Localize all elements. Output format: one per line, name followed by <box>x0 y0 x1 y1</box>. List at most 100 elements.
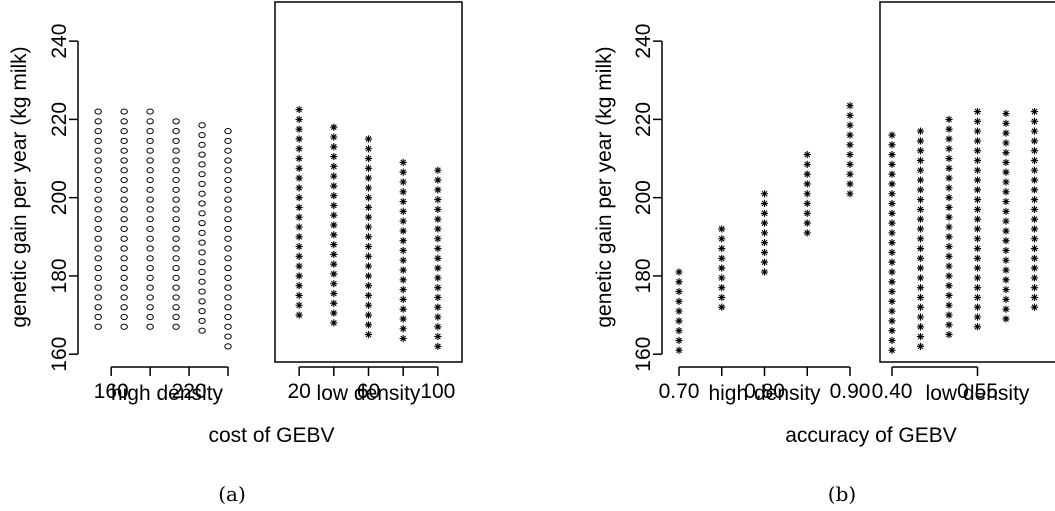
data-point <box>945 311 953 319</box>
caption-a: (a) <box>218 482 246 506</box>
data-point <box>399 325 407 333</box>
data-point <box>172 206 180 213</box>
data-point <box>399 246 407 255</box>
data-point <box>916 254 925 262</box>
y-tick-label: 240 <box>632 24 655 59</box>
data-point <box>888 307 896 315</box>
data-point <box>888 219 896 227</box>
data-point <box>146 167 154 174</box>
data-point <box>172 196 180 203</box>
point-column <box>172 118 180 330</box>
data-point <box>434 244 442 253</box>
data-point <box>399 188 407 196</box>
y-tick-label: 220 <box>632 102 655 137</box>
data-point <box>224 343 232 350</box>
data-point <box>364 321 373 329</box>
data-point <box>172 323 180 330</box>
data-point <box>120 196 128 203</box>
data-point <box>295 154 303 163</box>
data-point <box>888 278 896 286</box>
y-tick-label: 200 <box>632 180 655 215</box>
data-point <box>916 244 925 253</box>
data-point <box>945 194 953 202</box>
data-point <box>1030 186 1039 194</box>
data-point <box>295 194 303 202</box>
point-column <box>1030 107 1039 311</box>
data-point <box>364 331 373 339</box>
data-point <box>434 274 442 282</box>
data-point <box>945 203 953 212</box>
data-point <box>364 184 373 192</box>
data-point <box>146 186 154 193</box>
data-point <box>675 346 683 354</box>
data-point <box>172 304 180 311</box>
data-point <box>224 216 232 223</box>
data-point <box>295 174 303 182</box>
data-point <box>888 229 896 237</box>
data-point <box>399 276 407 284</box>
data-point <box>120 206 128 213</box>
point-column <box>718 225 726 311</box>
data-point <box>1030 156 1039 165</box>
data-point <box>760 199 769 208</box>
data-point <box>846 180 854 188</box>
data-point <box>172 118 180 125</box>
data-point <box>945 301 953 309</box>
data-point <box>888 190 896 198</box>
data-point <box>1002 109 1010 118</box>
point-column <box>945 115 953 339</box>
data-point <box>803 199 811 208</box>
data-point <box>172 255 180 262</box>
data-point <box>760 268 769 276</box>
data-point <box>94 304 102 311</box>
data-point <box>675 268 683 276</box>
data-point <box>973 293 982 302</box>
data-point <box>120 176 128 184</box>
data-point <box>94 118 102 125</box>
data-point <box>120 147 128 154</box>
data-point <box>888 317 896 325</box>
data-point <box>888 336 896 345</box>
data-point <box>94 264 102 272</box>
data-point <box>330 143 338 151</box>
data-point <box>172 147 180 154</box>
data-point <box>198 308 206 315</box>
data-point <box>1030 293 1039 302</box>
data-point <box>120 323 128 330</box>
data-point <box>94 196 102 203</box>
data-point <box>973 127 982 135</box>
data-point <box>146 118 154 125</box>
data-point <box>434 264 442 272</box>
data-point <box>973 274 982 282</box>
point-column <box>1002 109 1010 323</box>
data-point <box>198 122 206 129</box>
data-point <box>399 178 407 186</box>
data-point <box>295 311 303 319</box>
data-point <box>94 176 102 184</box>
data-point <box>198 200 206 207</box>
data-point <box>198 180 206 188</box>
data-point <box>364 252 373 260</box>
panel-a: 160 180 200 220 240 genetic gain per year (kg… <box>8 1 463 447</box>
data-point <box>846 121 854 129</box>
data-point <box>172 186 180 193</box>
data-point <box>120 118 128 125</box>
data-point <box>198 298 206 305</box>
data-point <box>330 201 338 210</box>
data-point <box>295 291 303 300</box>
data-point <box>198 151 206 158</box>
data-point <box>330 182 338 190</box>
point-column <box>916 127 925 350</box>
data-point <box>1002 256 1010 264</box>
data-point <box>846 102 854 110</box>
data-point <box>916 186 925 194</box>
data-point <box>718 284 726 292</box>
data-point <box>803 180 811 188</box>
data-point <box>146 216 154 223</box>
data-point <box>973 313 982 321</box>
data-point <box>916 127 925 135</box>
data-point <box>120 264 128 272</box>
data-point <box>198 131 206 139</box>
data-point <box>364 233 373 241</box>
